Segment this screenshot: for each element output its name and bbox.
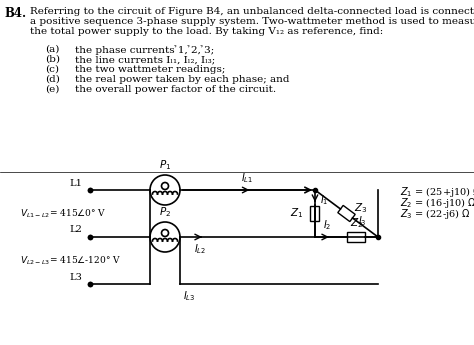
Text: (e): (e) [45, 85, 59, 94]
Text: $I_1$: $I_1$ [320, 193, 328, 207]
Text: $Z_2$ = (16-j10) $\Omega$: $Z_2$ = (16-j10) $\Omega$ [400, 196, 474, 210]
Text: the total power supply to the load. By taking V₁₂ as reference, find:: the total power supply to the load. By t… [30, 27, 383, 36]
Text: the two wattmeter readings;: the two wattmeter readings; [75, 65, 225, 74]
Text: B4.: B4. [4, 7, 26, 20]
Text: the overall power factor of the circuit.: the overall power factor of the circuit. [75, 85, 276, 94]
Text: $Z_1$ = (25+j10) $\Omega$: $Z_1$ = (25+j10) $\Omega$ [400, 185, 474, 199]
Text: L1: L1 [69, 178, 82, 187]
Text: $Z_3$: $Z_3$ [355, 201, 368, 215]
Bar [347, 232, 365, 242]
Text: L2: L2 [69, 226, 82, 235]
Text: (b): (b) [45, 55, 60, 64]
Text: $Z_2$: $Z_2$ [350, 216, 363, 230]
Bar [310, 206, 319, 221]
Text: $I_3$: $I_3$ [358, 215, 367, 228]
Text: $P_1$: $P_1$ [159, 158, 171, 172]
Text: the phase currents ̉1, ̉2, ̉3;: the phase currents ̉1, ̉2, ̉3; [75, 45, 214, 55]
Text: $I_{L3}$: $I_{L3}$ [183, 289, 195, 303]
Text: $V_{L1-L2}$= 415$\angle$0° V: $V_{L1-L2}$= 415$\angle$0° V [20, 207, 107, 220]
Text: (c): (c) [45, 65, 59, 74]
Text: $Z_3$ = (22-j6) $\Omega$: $Z_3$ = (22-j6) $\Omega$ [400, 207, 471, 221]
Text: Referring to the circuit of Figure B4, an unbalanced delta-connected load is con: Referring to the circuit of Figure B4, a… [30, 7, 474, 16]
Text: the line currents Ιₗ₁, Ιₗ₂, Ιₗ₃;: the line currents Ιₗ₁, Ιₗ₂, Ιₗ₃; [75, 55, 215, 64]
Text: a positive sequence 3-phase supply system. Two-wattmeter method is used to measu: a positive sequence 3-phase supply syste… [30, 17, 474, 26]
Text: (a): (a) [45, 45, 59, 54]
Bar [338, 205, 355, 221]
Text: (d): (d) [45, 75, 60, 84]
Text: $P_2$: $P_2$ [159, 205, 171, 219]
Text: L3: L3 [69, 273, 82, 282]
Text: the real power taken by each phase; and: the real power taken by each phase; and [75, 75, 290, 84]
Text: $I_{L1}$: $I_{L1}$ [241, 171, 254, 185]
Text: $I_2$: $I_2$ [323, 218, 331, 232]
Text: $I_{L2}$: $I_{L2}$ [194, 242, 206, 256]
Text: $V_{L2-L3}$= 415$\angle$-120° V: $V_{L2-L3}$= 415$\angle$-120° V [20, 254, 121, 267]
Text: $Z_1$: $Z_1$ [290, 207, 303, 220]
